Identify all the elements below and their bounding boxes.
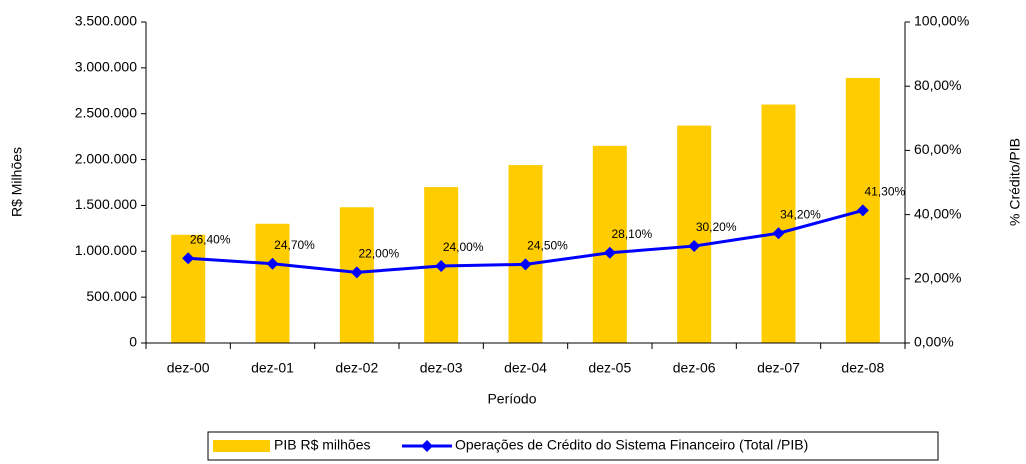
marker xyxy=(266,257,279,270)
bar xyxy=(508,165,543,343)
y2-tick-label: 80,00% xyxy=(914,77,961,93)
y-tick-label: 3.000.000 xyxy=(75,59,137,75)
legend-label: Operações de Crédito do Sistema Financei… xyxy=(455,437,808,453)
x-tick-label: dez-05 xyxy=(588,360,631,376)
y-tick-label: 2.000.000 xyxy=(75,150,137,166)
y-tick-label: 1.000.000 xyxy=(75,242,137,258)
x-tick-label: dez-02 xyxy=(335,360,378,376)
x-tick-label: dez-04 xyxy=(504,360,547,376)
y-axis-label: R$ Milhões xyxy=(9,147,25,217)
y2-tick-label: 20,00% xyxy=(914,270,961,286)
marker xyxy=(519,258,532,271)
y2-tick-label: 40,00% xyxy=(914,205,961,221)
y-tick-label: 0 xyxy=(129,334,137,350)
bar xyxy=(761,104,796,344)
marker xyxy=(182,252,195,265)
x-axis-label: Período xyxy=(487,391,536,407)
legend-label: PIB R$ milhões xyxy=(274,437,370,453)
data-label: 24,70% xyxy=(274,238,315,252)
bar xyxy=(171,234,206,343)
y-tick-label: 500.000 xyxy=(86,288,137,304)
legend-box xyxy=(207,431,939,461)
y2-axis-label: % Crédito/PIB xyxy=(1007,138,1023,226)
data-label: 30,20% xyxy=(696,220,737,234)
marker xyxy=(772,227,785,240)
y2-tick-label: 60,00% xyxy=(914,141,961,157)
data-label: 26,40% xyxy=(190,232,231,246)
x-tick-label: dez-08 xyxy=(841,360,884,376)
marker xyxy=(603,246,616,259)
data-label: 24,00% xyxy=(443,240,484,254)
data-label: 24,50% xyxy=(527,239,568,253)
bar xyxy=(677,125,712,343)
legend-swatch xyxy=(213,440,270,452)
y2-tick-label: 100,00% xyxy=(914,13,969,29)
x-tick-label: dez-01 xyxy=(251,360,294,376)
bar xyxy=(255,223,290,343)
marker xyxy=(856,204,869,217)
data-label: 28,10% xyxy=(611,227,652,241)
data-label: 41,30% xyxy=(864,185,905,199)
data-label: 22,00% xyxy=(358,247,399,261)
x-tick-label: dez-06 xyxy=(673,360,716,376)
marker xyxy=(435,259,448,272)
marker xyxy=(350,266,363,279)
data-label: 34,20% xyxy=(780,207,821,221)
y-tick-label: 3.500.000 xyxy=(75,13,137,29)
x-tick-label: dez-00 xyxy=(167,360,210,376)
legend-marker xyxy=(421,440,433,452)
y-tick-label: 2.500.000 xyxy=(75,104,137,120)
y-tick-label: 1.500.000 xyxy=(75,196,137,212)
x-tick-label: dez-03 xyxy=(420,360,463,376)
y2-tick-label: 0,00% xyxy=(914,334,954,350)
x-tick-label: dez-07 xyxy=(757,360,800,376)
bar xyxy=(592,145,627,343)
marker xyxy=(688,240,701,253)
